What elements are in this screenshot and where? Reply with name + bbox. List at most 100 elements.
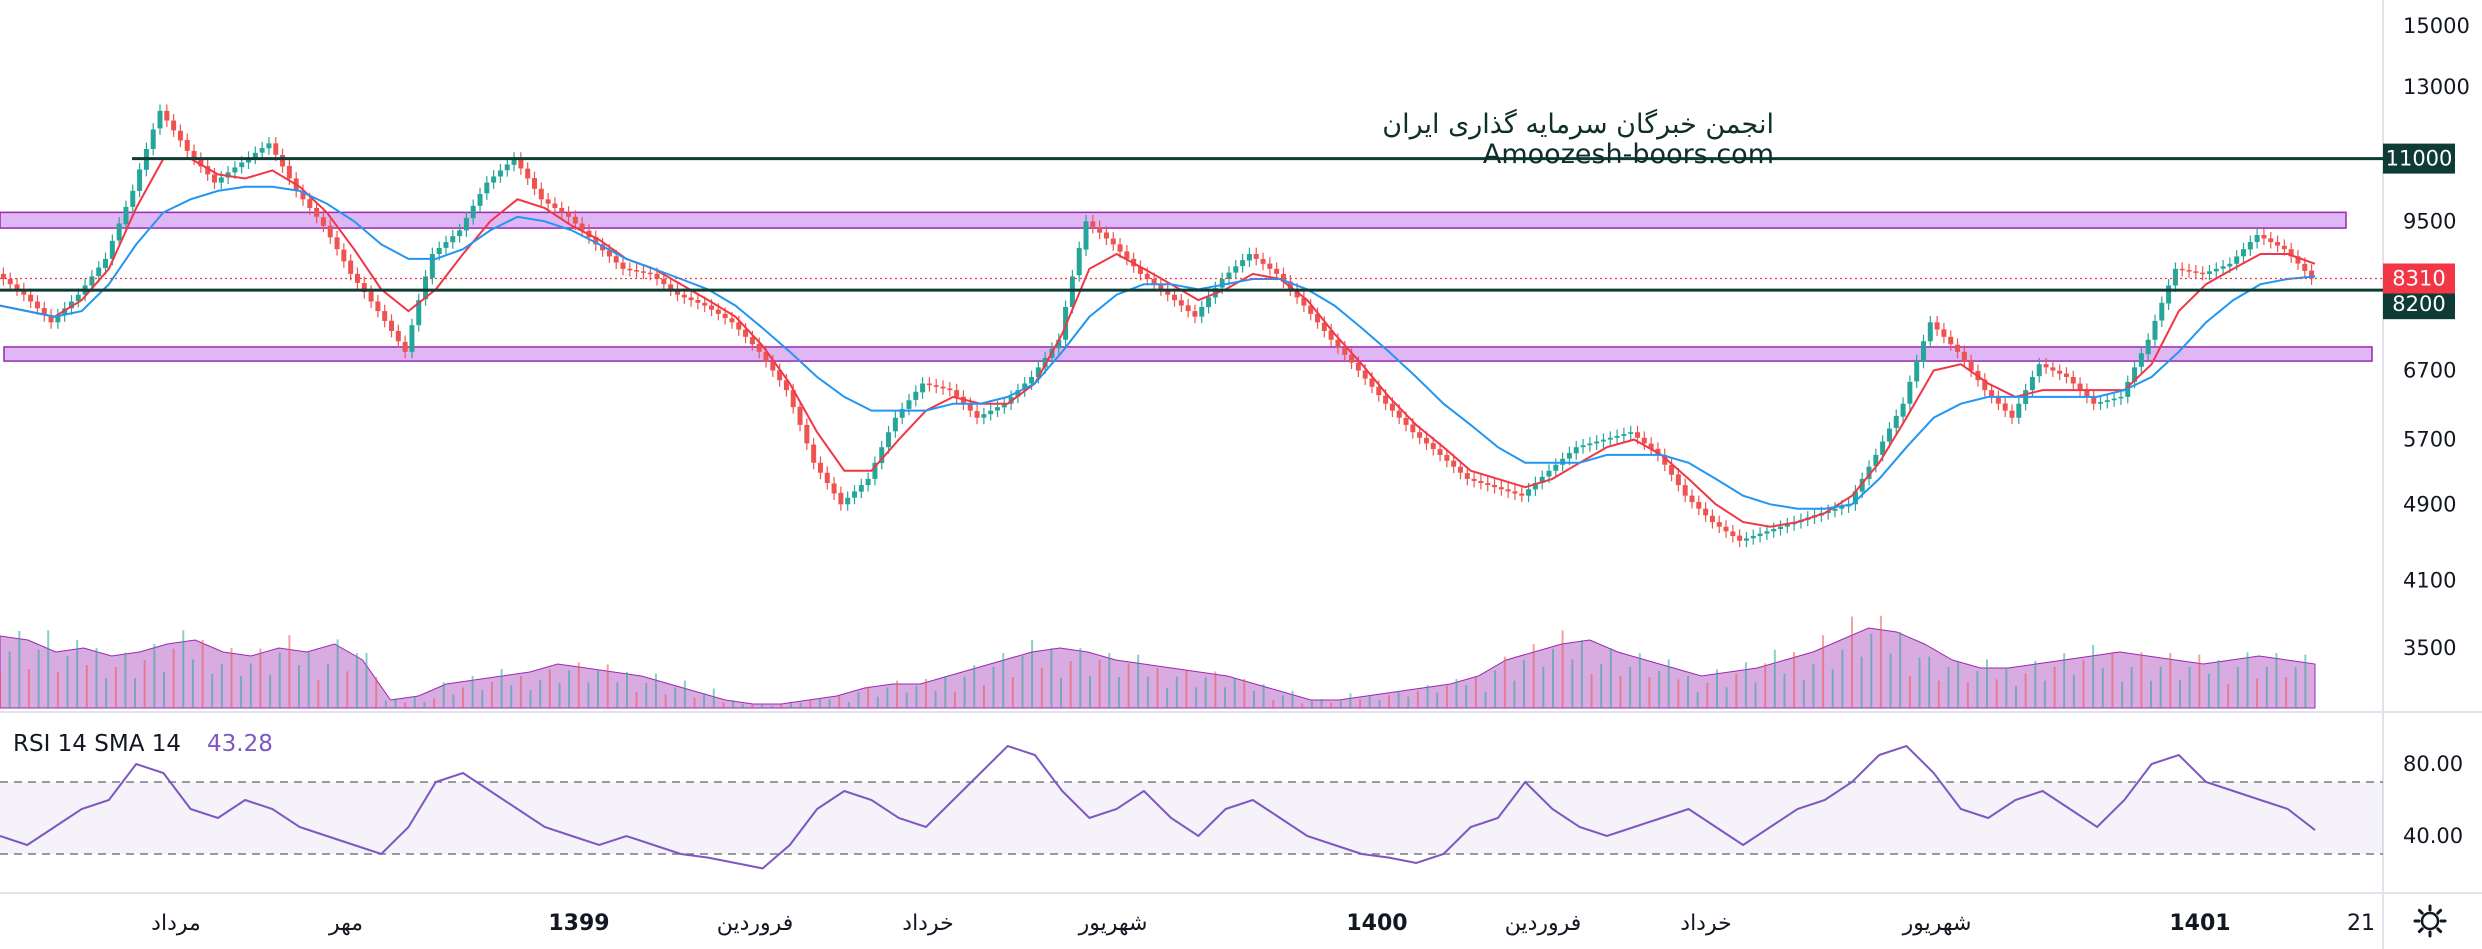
time-label: 21: [2347, 911, 2375, 936]
candle-body: [1144, 273, 1150, 279]
candle-body: [1389, 403, 1395, 411]
candle-body: [463, 217, 469, 231]
candle-body: [1614, 435, 1620, 438]
candle-body: [259, 148, 265, 153]
candle-body: [552, 203, 558, 208]
candle-body: [1519, 493, 1525, 496]
candle-body: [729, 318, 735, 323]
candle-body: [164, 110, 170, 121]
candle-body: [389, 320, 395, 331]
candle-body: [892, 417, 898, 432]
time-axis[interactable]: مرداد مهر 1399 فروردین خرداد شهریور 1400 فروردی…: [151, 911, 2375, 936]
time-label: مهر: [328, 911, 363, 936]
candle-body: [967, 403, 973, 411]
candle-body: [790, 390, 796, 408]
candle-body: [1968, 361, 1974, 371]
price-axis[interactable]: 15000 13000 9500 6700 5700 4900 4100 3500 80.00 4…: [2403, 14, 2470, 848]
price-tick-label: 4900: [2403, 492, 2456, 516]
candle-body: [1165, 289, 1171, 295]
candle-body: [743, 329, 749, 337]
candle-body: [423, 276, 429, 300]
candle-body: [817, 462, 823, 473]
time-label: خرداد: [1680, 911, 1731, 936]
candle-body: [1172, 294, 1178, 301]
candle-body: [62, 308, 68, 316]
candle-body: [1560, 458, 1566, 465]
candle-body: [1206, 297, 1212, 308]
candle-body: [2166, 285, 2172, 304]
candle-body: [2281, 245, 2287, 250]
candle-body: [1927, 322, 1933, 342]
candle-body: [981, 414, 987, 418]
candle-body: [2145, 339, 2151, 355]
candle-body: [1566, 452, 1572, 459]
candle-body: [1151, 278, 1157, 285]
zone-1: [3, 346, 2373, 362]
candle-body: [913, 391, 919, 400]
candle-body: [1253, 253, 1259, 259]
candle-body: [1110, 238, 1116, 245]
candle-body: [1914, 361, 1920, 382]
level-tag-11000: [2383, 143, 2455, 174]
candle-body: [1342, 347, 1348, 355]
volume-pane: [0, 615, 2316, 709]
candle-body: [491, 176, 497, 183]
candle-body: [2261, 234, 2267, 239]
candle-body: [613, 256, 619, 263]
candle-body: [1995, 396, 2001, 404]
candle-body: [1553, 464, 1559, 471]
candle-body: [1083, 221, 1089, 250]
candle-body: [920, 383, 926, 393]
candle-body: [443, 242, 449, 248]
candle-body: [1505, 489, 1511, 492]
candle-body: [1526, 489, 1532, 496]
candle-body: [600, 244, 606, 251]
candle-body: [1532, 483, 1538, 490]
candle-body: [2254, 234, 2260, 243]
candle-body: [157, 110, 163, 129]
candle-body: [804, 424, 810, 444]
candle-body: [1267, 263, 1273, 269]
candle-body: [273, 143, 279, 155]
rsi-tick-label: 80.00: [2403, 752, 2463, 776]
candle-body: [1219, 278, 1225, 288]
candle-body: [1920, 341, 1926, 362]
candle-body: [1335, 339, 1341, 348]
candle-body: [2159, 302, 2165, 321]
candle-body: [845, 497, 851, 505]
candle-body: [368, 291, 374, 302]
candle-body: [1709, 515, 1715, 523]
price-tick-label: 3500: [2403, 636, 2456, 660]
rsi-indicator-value: 43.28: [207, 731, 273, 757]
candle-body: [940, 386, 946, 389]
candle-body: [1301, 297, 1307, 306]
candle-body: [1866, 466, 1872, 479]
candle-body: [709, 305, 715, 310]
price-tick-label: 6700: [2403, 359, 2456, 383]
candle-body: [361, 283, 367, 293]
candle-body: [1029, 376, 1035, 384]
candle-body: [1669, 464, 1675, 475]
time-label: 1401: [2169, 911, 2230, 936]
candle-body: [1274, 268, 1280, 274]
candle-body: [341, 249, 347, 262]
candle-body: [2016, 403, 2022, 418]
candle-body: [1594, 441, 1600, 444]
candle-body: [1628, 432, 1634, 434]
candle-body: [681, 294, 687, 298]
rsi-indicator-label[interactable]: RSI 14 SMA 14: [13, 731, 181, 757]
candle-body: [1662, 454, 1668, 465]
candle-body: [2036, 364, 2042, 377]
price-tick-label: 13000: [2403, 75, 2470, 99]
time-label: شهریور: [1078, 911, 1148, 936]
candle-body: [2220, 266, 2226, 269]
candle-body: [239, 162, 245, 168]
gear-icon[interactable]: [2413, 904, 2447, 938]
candle-body: [1444, 454, 1450, 461]
candle-body: [1090, 221, 1096, 227]
candle-body: [1240, 260, 1246, 267]
candle-body: [1158, 284, 1164, 290]
candle-body: [2138, 353, 2144, 367]
